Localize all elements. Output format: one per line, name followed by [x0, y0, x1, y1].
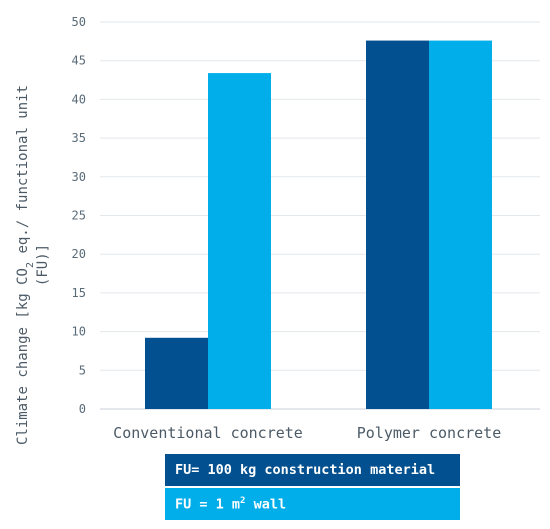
y-tick-label: 30 — [72, 170, 86, 184]
y-tick-label: 5 — [79, 363, 86, 377]
bars — [145, 40, 492, 410]
y-tick-labels: 0 5 10 15 20 25 30 35 40 45 50 — [72, 15, 86, 416]
x-category-label: Conventional concrete — [113, 424, 303, 442]
legend-item-fu-wall: FU = 1 m2 wall — [165, 488, 460, 520]
bar-wall-polymer — [429, 40, 492, 410]
legend-label-1: FU= 100 kg construction material — [175, 462, 436, 478]
y-axis-title-line2: (FU)] — [35, 244, 51, 286]
bar-wall-conventional — [208, 73, 271, 410]
legend-item-fu-construction-material: FU= 100 kg construction material — [165, 454, 460, 486]
y-tick-label: 40 — [72, 92, 86, 106]
y-axis-title-part2: eq./ functional unit — [15, 85, 31, 262]
x-category-label: Polymer concrete — [357, 424, 502, 442]
y-tick-label: 10 — [72, 325, 86, 339]
y-axis-title: Climate change [kg CO2 eq./ functional u… — [15, 85, 51, 445]
y-axis-title-part1: Climate change [kg CO — [15, 268, 31, 445]
y-tick-label: 20 — [72, 247, 86, 261]
y-tick-label: 0 — [79, 402, 86, 416]
y-tick-label: 25 — [72, 209, 86, 223]
y-tick-label: 15 — [72, 286, 86, 300]
bar-construction-material-conventional — [145, 337, 208, 409]
y-tick-label: 35 — [72, 131, 86, 145]
x-category-labels: Conventional concrete Polymer concrete — [113, 424, 501, 442]
y-tick-label: 45 — [72, 54, 86, 68]
y-axis-title-subscript: 2 — [25, 262, 36, 268]
y-tick-label: 50 — [72, 15, 86, 29]
bar-construction-material-polymer — [366, 40, 429, 410]
legend-label-2: FU = 1 m2 wall — [175, 495, 287, 513]
svg-text:Climate change [kg CO2 eq./ fu: Climate change [kg CO2 eq./ functional u… — [15, 85, 36, 445]
